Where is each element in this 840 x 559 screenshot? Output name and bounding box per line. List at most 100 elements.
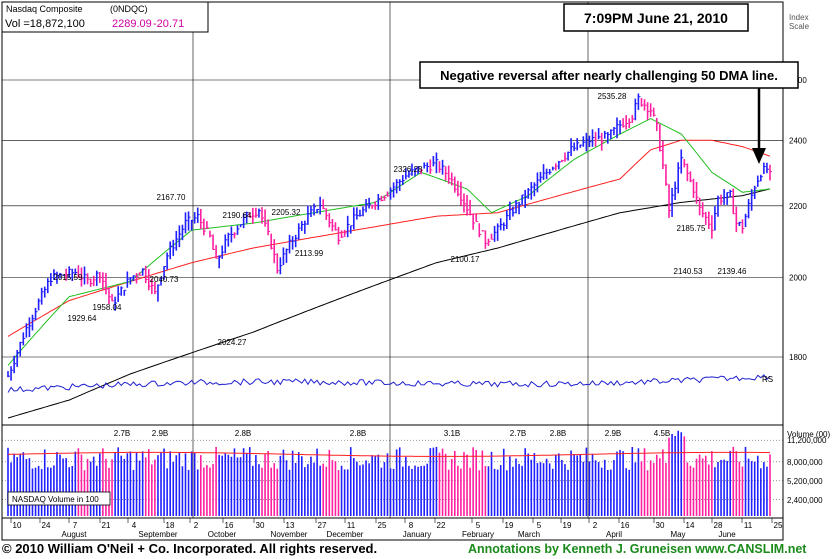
price-bar [166,252,170,270]
price-bar [634,98,638,121]
price-bar [349,225,353,234]
volume-annotation: 2.7B [510,429,526,438]
price-bar [717,195,720,217]
date-tick-label: 25 [378,521,387,530]
price-bar [285,248,289,263]
date-tick-label: 11 [744,521,753,530]
price-bar [447,165,451,184]
date-tick-label: 18 [166,521,175,530]
price-bar [429,159,433,174]
price-bar [144,265,148,284]
date-tick-label: 11 [347,521,356,530]
price-annotation: 2190.64 [223,211,252,220]
price-bar [588,135,592,148]
price-annotation: 2139.46 [718,267,747,276]
price-bar [631,115,635,123]
price-bar [493,225,497,242]
price-bar [89,278,93,287]
price-bar [680,149,684,174]
price-bar [655,117,659,132]
volume-axis-title: Volume (00) [787,430,830,439]
price-annotation: 2140.53 [674,267,703,276]
price-bar [16,350,20,367]
annotations-credit[interactable]: Annotations by Kenneth J. Gruneisen www.… [468,542,807,556]
price-bar [607,132,610,144]
price-bar [227,232,231,247]
price-bar [481,230,485,232]
month-label: March [518,530,540,539]
volume-annotations: 2.7B 2.9B 2.8B 2.8B 3.1B 2.7B 2.8B 2.9B 4.5B [114,429,670,438]
volume-tick-label: 5,200,000 [787,477,823,486]
last-price: 2289.09 [112,18,152,30]
volume-tick-label: 2,400,000 [787,496,823,505]
month-label: April [606,530,622,539]
date-tick-label: 27 [318,521,327,530]
date-tick-label: 14 [686,521,695,530]
price-bar [248,212,252,218]
price-bar [558,160,561,170]
price-bar [135,273,139,284]
price-bar [432,156,436,167]
price-bar [564,152,567,162]
month-label: August [62,530,88,539]
price-bar [218,255,222,269]
price-bar [496,223,500,241]
price-bar [395,179,399,194]
price-bar [401,175,405,186]
price-bar [698,197,702,216]
price-bar [475,213,479,223]
price-bar [65,268,69,281]
price-bar [340,230,344,238]
price-bar [380,195,384,202]
price-bar [13,355,17,374]
price-bar [141,268,145,276]
price-bar [502,222,506,231]
price-bar [389,187,393,200]
price-bar [374,201,378,210]
price-bar [120,286,124,296]
price-annotation: 2040.73 [150,275,179,284]
price-bar [68,266,72,279]
date-tick-label: 2 [194,521,199,530]
volume-annotation: 3.1B [444,429,460,438]
price-bar [490,233,494,240]
price-bar [279,257,283,275]
price-bar [209,230,212,238]
price-bar [506,210,509,229]
price-bar [573,142,577,152]
price-bar [203,218,206,236]
price-bar [129,277,133,285]
price-bar [524,189,528,208]
price-bar [750,189,754,211]
price-bar [92,275,96,287]
price-bar [594,131,598,147]
price-bar [674,181,678,200]
volume-bars [7,430,771,516]
price-bar [190,219,194,231]
annotation-arrow-head [752,148,766,164]
price-bar [732,188,736,215]
price-bar [193,212,197,224]
index-scale-label: Index [789,13,809,22]
price-bar [304,220,307,234]
price-bar [147,269,151,291]
price-bar [230,226,234,243]
date-tick-label: 5 [476,521,481,530]
price-bar [521,194,525,206]
volume-panel-label-box [7,491,111,506]
price-bar [108,287,111,304]
date-tick-label: 19 [505,521,514,530]
price-bar [270,233,274,250]
price-bar [741,219,745,234]
price-bar [652,107,656,117]
price-bar [769,164,772,181]
price-bar [469,199,473,216]
date-tick-label: 16 [621,521,630,530]
price-bar [77,265,81,278]
price-bar [405,168,408,180]
price-bar [591,129,595,147]
price-bar [720,194,724,205]
copyright: © 2010 William O'Neil + Co. Incorporated… [2,541,378,556]
price-bar [233,232,237,239]
price-bar [224,234,228,254]
